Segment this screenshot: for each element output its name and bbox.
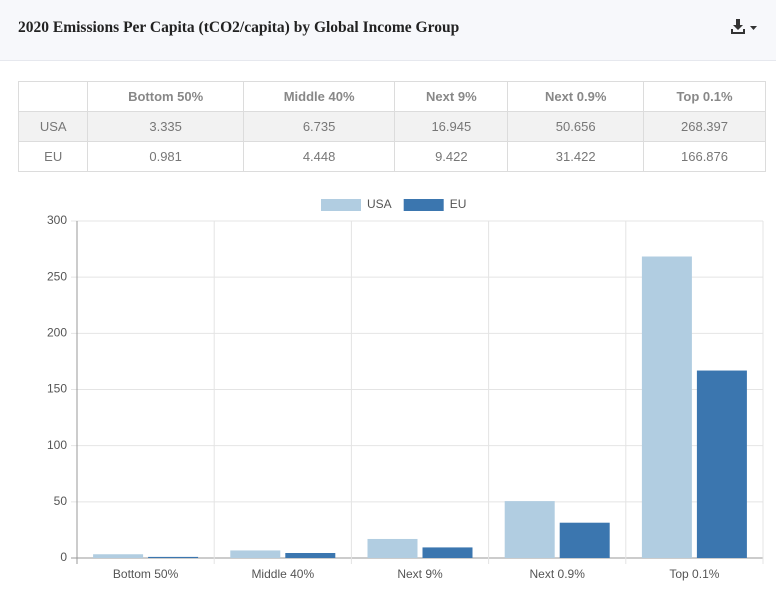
column-header: Middle 40% (242, 81, 396, 112)
y-tick-label: 100 (47, 438, 67, 452)
column-header: Top 0.1% (643, 81, 766, 112)
legend-label: USA (367, 197, 392, 211)
row-header: USA (17, 111, 89, 142)
table-row: USA 3.335 6.735 16.945 50.656 268.397 (17, 111, 766, 142)
bar (696, 370, 747, 558)
y-tick-label: 250 (47, 269, 67, 283)
legend-swatch (321, 199, 361, 211)
header-row: Bottom 50% Middle 40% Next 9% Next 0.9% Top … (17, 81, 766, 112)
bar (367, 538, 418, 558)
bar (230, 550, 281, 558)
column-header: Bottom 50% (87, 81, 244, 112)
row-header: EU (17, 141, 89, 172)
table-cell: 4.448 (242, 141, 396, 172)
data-table: Bottom 50% Middle 40% Next 9% Next 0.9% Top … (17, 81, 766, 172)
bar (422, 547, 473, 558)
bar (285, 553, 336, 558)
y-tick-label: 300 (47, 213, 67, 227)
x-tick-label: Next 0.9% (530, 567, 586, 581)
corner-cell (17, 81, 89, 112)
table-cell: 50.656 (507, 111, 644, 142)
bar (148, 556, 199, 558)
table-cell: 3.335 (87, 111, 244, 142)
legend-label: EU (450, 197, 467, 211)
column-header: Next 0.9% (507, 81, 644, 112)
bar (93, 554, 144, 558)
chart-title: 2020 Emissions Per Capita (tCO2/capita) … (18, 19, 460, 36)
legend-swatch (403, 199, 444, 211)
x-tick-label: Middle 40% (251, 567, 314, 581)
table-cell: 31.422 (507, 141, 644, 172)
bar (641, 256, 692, 558)
y-tick-label: 150 (47, 382, 67, 396)
header: 2020 Emissions Per Capita (tCO2/capita) … (0, 0, 776, 61)
bar (504, 501, 555, 558)
bar (559, 522, 610, 558)
table-cell: 166.876 (643, 141, 766, 172)
table-cell: 268.397 (643, 111, 766, 142)
download-button[interactable] (730, 18, 760, 38)
y-tick-label: 50 (54, 494, 68, 508)
table-cell: 6.735 (242, 111, 396, 142)
chart: 0 50 100 150 200 250 300 Bottom 50% Middle 40% Ne… (47, 197, 764, 581)
table-cell: 0.981 (87, 141, 244, 172)
table-cell: 16.945 (394, 111, 509, 142)
table-cell: 9.422 (394, 141, 509, 172)
x-tick-label: Top 0.1% (669, 567, 719, 581)
x-tick-label: Next 9% (397, 567, 443, 581)
x-tick-label: Bottom 50% (113, 567, 179, 581)
column-header: Next 9% (394, 81, 509, 112)
y-tick-label: 200 (47, 326, 67, 340)
y-tick-label: 0 (60, 550, 67, 564)
table-row: EU 0.981 4.448 9.422 31.422 166.876 (17, 141, 766, 172)
